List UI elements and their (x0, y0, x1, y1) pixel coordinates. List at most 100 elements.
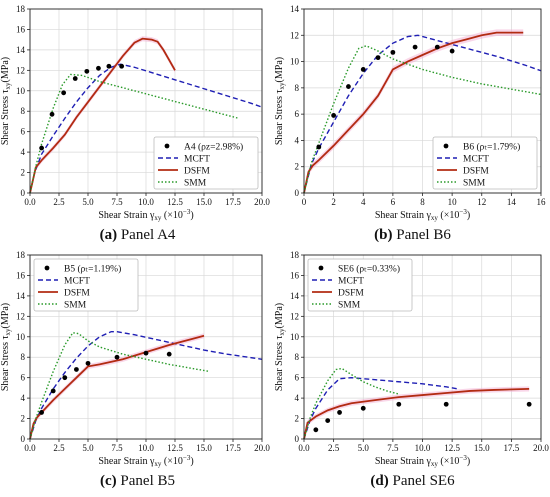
x-tick-label: 7.5 (111, 197, 123, 207)
x-tick-label: 5.0 (82, 443, 94, 453)
x-tick-label: 2.5 (53, 197, 65, 207)
y-tick-label: 0 (21, 434, 26, 444)
caption-b-text: Panel B6 (396, 227, 451, 243)
x-tick-label: 6 (391, 197, 396, 207)
legend-exp-label: SE6 (ρₜ=0.33%) (338, 264, 400, 275)
chart-b: 0 2 4 6 8 10 12 14 16 0 2 4 6 8 10 12 14 Shear Strain γxy… (274, 4, 546, 222)
x-tick-label: 10.0 (138, 197, 154, 207)
y-tick-label: 14 (16, 291, 26, 301)
exp-point (390, 49, 396, 55)
chart-a: 0.0 2.5 5.0 7.5 10.0 12.5 15.0 17.5 20.0 0 2 4 6 8 10 1… (0, 4, 270, 222)
exp-point (39, 145, 44, 151)
dsfm-band (304, 386, 530, 439)
smm-line (29, 331, 210, 440)
x-tick-label: 0 (302, 197, 307, 207)
mcft-line (29, 63, 263, 194)
exp-point (375, 55, 381, 61)
legend-a: A4 (ρz=2.98%) MCFT DSFM SMM (153, 136, 259, 190)
legend-mcft-label: MCFT (338, 277, 364, 287)
y-tick-label: 14 (290, 4, 300, 14)
y-tick-label: 10 (16, 332, 26, 342)
y-tick-label: 18 (290, 250, 300, 260)
legend-dsfm-label: DSFM (463, 167, 489, 177)
x-tick-label: 10 (448, 197, 458, 207)
legend-smm-label: SMM (184, 179, 207, 189)
mcft-line (303, 34, 542, 194)
x-tick-label: 12.5 (167, 443, 183, 453)
legend-b: B6 (ρₜ=1.79%) MCFT DSFM SMM (432, 136, 538, 190)
dsfm-line (29, 334, 205, 440)
exp-point (360, 405, 366, 411)
dsfm-line (29, 37, 176, 194)
caption-b-label: (b) (374, 227, 393, 243)
legend-mcft-label: MCFT (463, 155, 489, 165)
chart-d: 0.0 2.5 5.0 7.5 10.0 12.5 15.0 17.5 20.0 0 2 4 6 8 10 1… (274, 250, 549, 468)
exp-point (313, 427, 319, 433)
y-tick-label: 4 (295, 393, 300, 403)
exp-point (106, 63, 112, 69)
caption-c-text: Panel B5 (120, 473, 175, 489)
exp-point (39, 410, 44, 415)
x-tick-label: 17.5 (504, 443, 520, 453)
smm-line (303, 367, 399, 440)
exp-point (49, 111, 55, 117)
y-tick-label: 16 (16, 24, 26, 34)
exp-point (72, 76, 78, 81)
y-tick-label: 14 (290, 291, 300, 301)
y-tick-label: 2 (21, 414, 26, 424)
x-axis-label: Shear Strain γxy (×10−3) (375, 208, 470, 222)
legend-smm-label: SMM (463, 179, 486, 189)
x-tick-label: 20.0 (533, 443, 549, 453)
legend-exp-marker (164, 143, 170, 149)
x-tick-label: 15.0 (474, 443, 490, 453)
x-tick-label: 15.0 (196, 443, 212, 453)
caption-c-label: (c) (100, 473, 117, 489)
y-tick-label: 10 (290, 57, 300, 67)
caption-c: (c) Panel B5 (0, 473, 275, 490)
dsfm-band (304, 29, 524, 193)
y-tick-label: 10 (290, 332, 300, 342)
y-tick-label: 12 (16, 65, 25, 75)
caption-d-text: Panel SE6 (392, 473, 455, 489)
y-tick-label: 4 (21, 393, 26, 403)
y-tick-label: 8 (21, 106, 26, 116)
x-tick-label: 0.0 (24, 443, 36, 453)
y-tick-label: 0 (295, 434, 300, 444)
y-tick-label: 10 (16, 86, 26, 96)
y-tick-label: 2 (295, 414, 300, 424)
x-tick-label: 12 (477, 197, 486, 207)
legend-smm-label: SMM (338, 301, 361, 311)
x-tick-label: 7.5 (387, 443, 399, 453)
legend-box (153, 136, 259, 190)
exp-point (316, 144, 322, 150)
y-axis-label: Shear Stress τxy(MPa) (274, 303, 286, 391)
x-tick-label: 17.5 (225, 443, 241, 453)
y-axis-label: Shear Stress τxy(MPa) (274, 57, 286, 145)
exp-point (346, 84, 351, 89)
exp-point (337, 410, 342, 415)
chart-c: 0.0 2.5 5.0 7.5 10.0 12.5 15.0 17.5 20.0 0 2 4 6 8 10 1… (0, 250, 270, 468)
x-tick-label: 12.5 (444, 443, 460, 453)
dsfm-line (303, 388, 530, 440)
dsfm-line (303, 31, 524, 194)
x-tick-label: 20.0 (254, 443, 270, 453)
exp-point (526, 401, 532, 407)
legend-dsfm-label: DSFM (184, 167, 210, 177)
legend-dsfm-label: DSFM (338, 289, 364, 299)
exp-point (114, 354, 120, 360)
caption-b: (b) Panel B6 (275, 227, 550, 244)
x-tick-label: 17.5 (225, 197, 241, 207)
y-axis-label: Shear Stress τxy(MPa) (0, 57, 12, 145)
x-tick-label: 5.0 (358, 443, 370, 453)
x-tick-label: 0.0 (298, 443, 310, 453)
exp-point (434, 44, 440, 50)
legend-mcft-label: MCFT (64, 277, 90, 287)
y-tick-label: 18 (16, 250, 26, 260)
exp-point (449, 48, 455, 54)
exp-point (74, 367, 79, 372)
x-axis-label: Shear Strain γxy (×10−3) (98, 208, 193, 222)
y-tick-label: 6 (21, 373, 26, 383)
exp-point (96, 65, 101, 71)
caption-d-label: (d) (370, 473, 389, 489)
exp-point (85, 360, 91, 366)
